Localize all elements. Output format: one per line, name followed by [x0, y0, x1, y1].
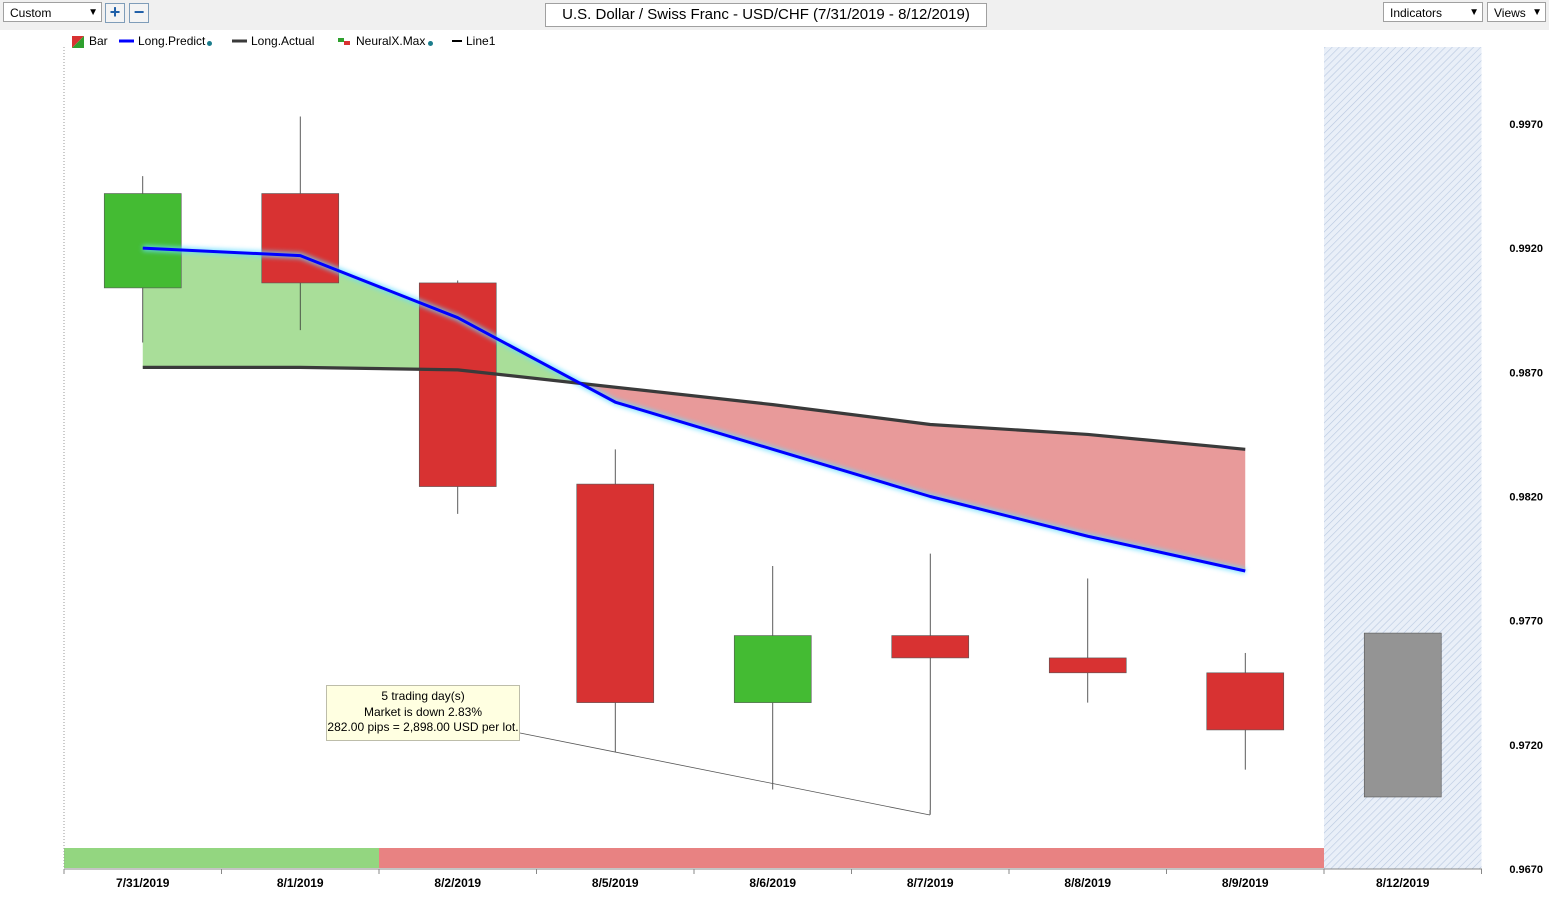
chart-title: U.S. Dollar / Swiss Franc - USD/CHF (7/3… [545, 3, 987, 27]
annotation-tooltip[interactable]: 5 trading day(s) Market is down 2.83% 28… [326, 685, 520, 741]
legend-label: Long.Actual [251, 34, 315, 48]
indicators-dropdown[interactable]: Indicators ▼ [1383, 2, 1483, 22]
y-tick-label: 0.9870 [1509, 367, 1543, 379]
x-tick-label: 7/31/2019 [116, 876, 170, 890]
candle-body [261, 193, 340, 284]
add-icon[interactable]: + [105, 3, 125, 23]
long-predict-line [142, 246, 1246, 573]
x-tick-label: 8/7/2019 [907, 876, 954, 890]
bullish-fill-area [142, 248, 581, 384]
trend-band-segment [379, 848, 1324, 868]
x-tick-label: 8/6/2019 [749, 876, 796, 890]
y-tick-label: 0.9720 [1509, 740, 1543, 752]
chevron-down-icon: ▼ [1532, 7, 1542, 18]
views-dropdown[interactable]: Views ▼ [1487, 2, 1546, 22]
y-tick-label: 0.9670 [1509, 864, 1543, 876]
remove-icon[interactable]: − [129, 3, 149, 23]
candle-body [576, 483, 655, 703]
trend-band-segment [64, 848, 379, 868]
settings-dot-icon[interactable] [207, 41, 212, 46]
candle-body [1206, 672, 1285, 731]
legend-label: Line1 [466, 34, 496, 48]
candle-body [1048, 657, 1127, 674]
annotation-connector [519, 732, 931, 816]
preset-value: Custom [10, 6, 52, 20]
bearish-fill-area [580, 383, 1246, 571]
y-tick-label: 0.9820 [1509, 492, 1543, 504]
preset-dropdown[interactable]: Custom ▼ [3, 2, 102, 22]
chevron-down-icon: ▼ [1469, 7, 1479, 18]
legend-label: NeuralX.Max [356, 34, 426, 48]
annotation-pips: 282.00 pips = 2,898.00 USD per lot. [327, 720, 519, 734]
annotation-market-change: Market is down 2.83% [363, 704, 483, 719]
legend-label: Bar [89, 34, 108, 48]
line-swatch-icon [232, 39, 247, 43]
indicators-label: Indicators [1390, 6, 1443, 20]
line-swatch-icon [452, 40, 462, 42]
legend-label: Long.Predict [138, 34, 206, 48]
neuralx-icon [338, 38, 350, 45]
annotation-trading-days: 5 trading day(s) [381, 689, 465, 703]
candle-body [1363, 632, 1442, 798]
x-tick-label: 8/1/2019 [277, 876, 324, 890]
toolbar: Custom ▼ + − U.S. Dollar / Swiss Franc -… [0, 0, 1549, 30]
candle-body [733, 635, 812, 703]
chevron-down-icon: ▼ [88, 7, 98, 18]
line-swatch-icon [119, 39, 134, 43]
x-tick-label: 8/9/2019 [1222, 876, 1269, 890]
y-tick-label: 0.9770 [1509, 616, 1543, 628]
candle-body [103, 193, 182, 289]
settings-dot-icon[interactable] [428, 41, 433, 46]
candle-body [418, 282, 497, 487]
long-actual-line [142, 365, 1246, 451]
x-tick-label: 8/5/2019 [592, 876, 639, 890]
y-tick-label: 0.9920 [1509, 243, 1543, 255]
x-tick-label: 8/8/2019 [1064, 876, 1111, 890]
bar-icon [72, 36, 84, 48]
candle-body [891, 635, 970, 659]
x-tick-label: 8/2/2019 [434, 876, 481, 890]
views-label: Views [1494, 6, 1526, 20]
x-tick-label: 8/12/2019 [1376, 876, 1430, 890]
y-tick-label: 0.9970 [1509, 119, 1543, 131]
